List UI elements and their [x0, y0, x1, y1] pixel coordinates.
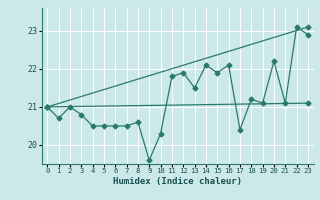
- X-axis label: Humidex (Indice chaleur): Humidex (Indice chaleur): [113, 177, 242, 186]
